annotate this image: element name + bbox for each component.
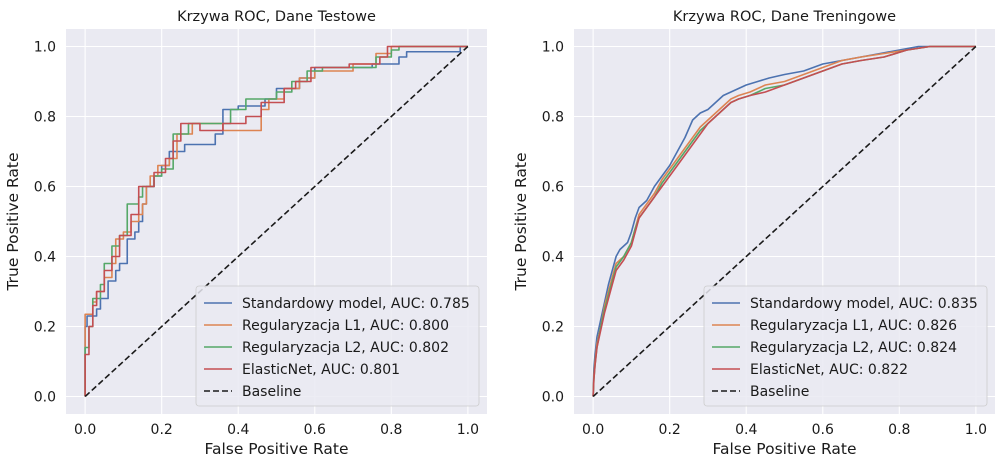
chart-title: Krzywa ROC, Dane Treningowe: [673, 9, 896, 25]
x-tick-label: 0.4: [227, 422, 249, 438]
legend-label: Regularyzacja L1, AUC: 0.826: [750, 318, 957, 334]
legend-label: Regularyzacja L2, AUC: 0.824: [750, 340, 957, 356]
y-tick-label: 0.2: [542, 320, 564, 336]
y-tick-label: 0.2: [34, 320, 56, 336]
y-tick-label: 0.6: [542, 180, 564, 196]
x-tick-label: 0.6: [304, 422, 326, 438]
x-axis-label: False Positive Rate: [712, 440, 856, 458]
legend-label: Standardowy model, AUC: 0.785: [242, 296, 470, 312]
y-tick-label: 0.0: [542, 390, 564, 406]
series-line-4: [84, 45, 468, 397]
x-tick-label: 0.0: [582, 422, 604, 438]
series-line-1: [592, 45, 976, 397]
series-line-5: [84, 45, 469, 398]
y-tick-label: 0.0: [34, 390, 56, 406]
legend: Standardowy model, AUC: 0.835 Regularyzac…: [703, 285, 988, 407]
y-tick-label: 0.6: [34, 180, 56, 196]
x-tick-label: 0.4: [735, 422, 757, 438]
chart-panel-2: 0.0 0.2 0.4 0.6 0.8 1.0 0.0 0.2 0.4 0.6 0.8 1.0 Krzy…: [512, 9, 995, 458]
chart-title: Krzywa ROC, Dane Testowe: [177, 9, 376, 25]
legend-label: ElasticNet, AUC: 0.822: [750, 362, 908, 378]
x-tick-label: 0.0: [74, 422, 96, 438]
y-axis-label: True Positive Rate: [512, 152, 530, 291]
chart-panel-1: 0.0 0.2 0.4 0.6 0.8 1.0 0.0 0.2 0.4 0.6 0.8 1.0 Krzy…: [4, 9, 487, 458]
legend-label: Baseline: [242, 384, 301, 400]
legend: Standardowy model, AUC: 0.785 Regularyzac…: [195, 285, 480, 407]
y-tick-label: 0.4: [34, 250, 56, 266]
y-tick-label: 1.0: [542, 40, 564, 56]
x-axis-label: False Positive Rate: [204, 440, 348, 458]
series-line-4: [592, 45, 976, 397]
y-tick-label: 1.0: [34, 40, 56, 56]
x-tick-label: 0.8: [380, 422, 402, 438]
legend-box: [195, 285, 480, 407]
series-line-3: [84, 45, 468, 397]
series-line-5: [592, 45, 977, 398]
y-axis-label: True Positive Rate: [4, 152, 22, 291]
y-tick-label: 0.8: [34, 110, 56, 126]
legend-label: Regularyzacja L2, AUC: 0.802: [242, 340, 449, 356]
x-tick-label: 0.6: [812, 422, 834, 438]
x-tick-label: 0.2: [151, 422, 173, 438]
y-tick-label: 0.4: [542, 250, 564, 266]
y-tick-label: 0.8: [542, 110, 564, 126]
series-line-2: [84, 45, 468, 397]
x-tick-label: 1.0: [457, 422, 479, 438]
legend-box: [703, 285, 988, 407]
legend-label: Standardowy model, AUC: 0.835: [750, 296, 978, 312]
series-line-2: [592, 45, 976, 397]
legend-label: Regularyzacja L1, AUC: 0.800: [242, 318, 449, 334]
legend-label: ElasticNet, AUC: 0.801: [242, 362, 400, 378]
legend-label: Baseline: [750, 384, 809, 400]
x-tick-label: 0.8: [888, 422, 910, 438]
x-tick-label: 1.0: [965, 422, 987, 438]
x-tick-label: 0.2: [659, 422, 681, 438]
